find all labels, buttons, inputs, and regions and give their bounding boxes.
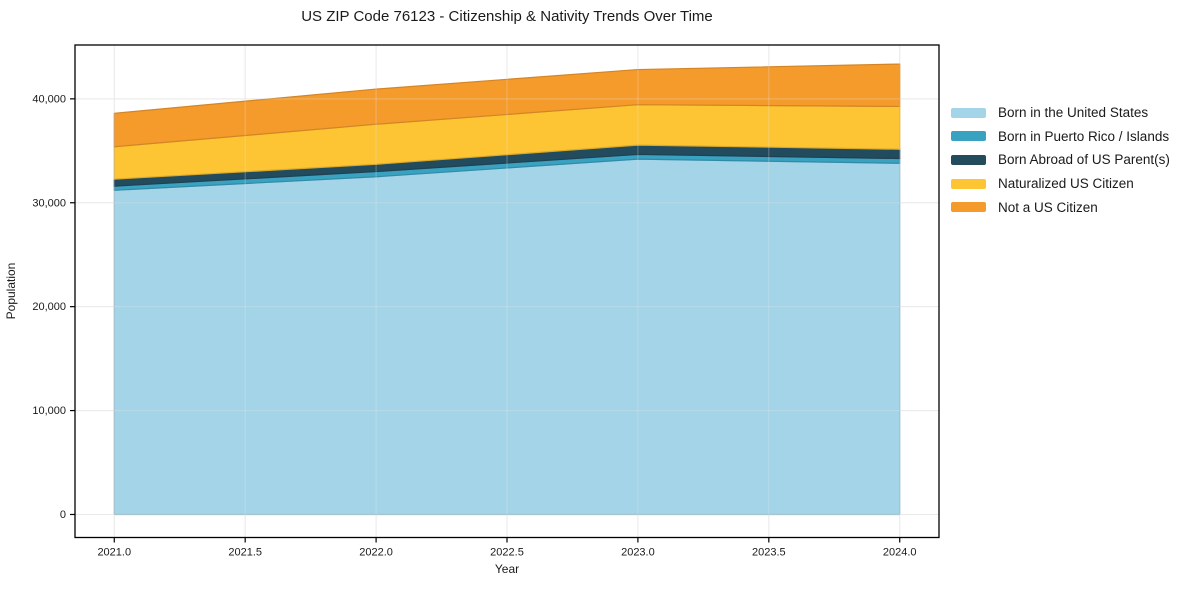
x-tick-label: 2022.5 [490, 547, 524, 559]
legend-label: Naturalized US Citizen [998, 176, 1134, 192]
legend-label: Born Abroad of US Parent(s) [998, 152, 1170, 168]
stacked-areas [113, 63, 901, 516]
legend-item: Born in the United States [951, 101, 1170, 125]
legend: Born in the United States Born in Puerto … [951, 101, 1170, 219]
x-axis-label: Year [494, 562, 520, 576]
legend-label: Born in Puerto Rico / Islands [998, 128, 1170, 144]
x-tick-label: 2023.0 [621, 547, 655, 559]
legend-item: Not a US Citizen [951, 195, 1170, 219]
x-tick-label: 2023.5 [752, 547, 786, 559]
y-tick-label: 30,000 [32, 197, 66, 209]
legend-label: Born in the United States [998, 105, 1149, 121]
y-tick-label: 10,000 [32, 405, 66, 417]
legend-swatch [951, 178, 986, 189]
legend-swatch [951, 107, 986, 118]
legend-item: Born in Puerto Rico / Islands [951, 125, 1170, 149]
y-tick-label: 20,000 [32, 301, 66, 313]
legend-swatch [951, 131, 986, 142]
x-tick-label: 2021.5 [228, 547, 262, 559]
y-tick-label: 40,000 [32, 93, 66, 105]
y-tick-label: 0 [60, 509, 66, 521]
legend-label: Not a US Citizen [998, 199, 1098, 215]
y-axis-label: Population [4, 262, 18, 320]
x-tick-label: 2022.0 [359, 547, 393, 559]
chart-title: US ZIP Code 76123 - Citizenship & Nativi… [301, 8, 713, 25]
legend-item: Naturalized US Citizen [951, 172, 1170, 196]
area-series-4 [113, 63, 901, 148]
legend-swatch [951, 202, 986, 213]
gridlines-overlay [75, 45, 939, 538]
legend-item: Born Abroad of US Parent(s) [951, 148, 1170, 172]
x-tick-label: 2021.0 [97, 547, 131, 559]
axis-ticks: 0 10,000 20,000 30,000 40,000 2021.0 2021.5 202… [32, 93, 916, 558]
x-tick-label: 2024.0 [883, 547, 917, 559]
legend-swatch [951, 154, 986, 165]
